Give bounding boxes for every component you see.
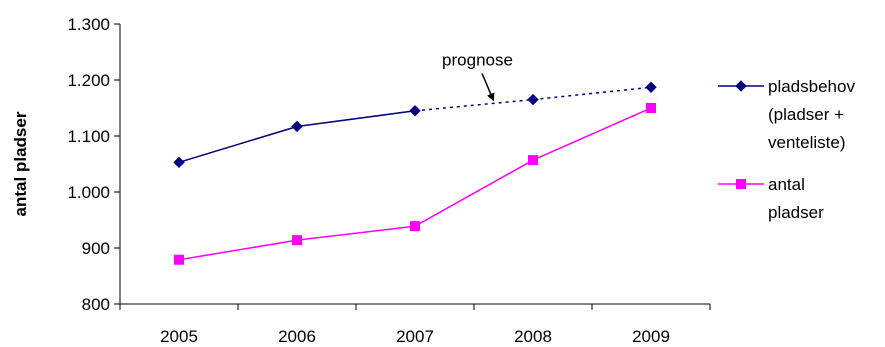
- y-tick-label: 1.000: [67, 183, 110, 202]
- annotation-layer: prognose: [442, 51, 513, 102]
- chart-legend: pladsbehov (pladser + venteliste) antal plad…: [718, 77, 855, 222]
- series-layer: [173, 81, 657, 265]
- series-line: [178, 107, 652, 261]
- series-projection-line: [414, 86, 652, 112]
- x-tick-label: 2008: [514, 327, 552, 346]
- series-line: [178, 110, 416, 164]
- x-tick-label: 2007: [396, 327, 434, 346]
- data-point: [528, 155, 538, 166]
- data-point: [645, 81, 657, 93]
- data-point: [646, 103, 656, 113]
- legend-label: (pladser +: [768, 105, 844, 124]
- legend-marker: [735, 80, 747, 92]
- x-tick-labels: 2005 2006 2007 2008 2009: [160, 327, 670, 346]
- y-tick-label: 1.100: [67, 127, 110, 146]
- y-tick-label: 800: [82, 295, 110, 314]
- y-tick-label: 1.200: [67, 71, 110, 90]
- x-tick-label: 2009: [632, 327, 670, 346]
- legend-label: pladser: [768, 203, 824, 222]
- y-tick-labels: 800 900 1.000 1.100 1.200 1.300: [67, 15, 110, 314]
- legend-label: antal: [768, 175, 805, 194]
- chart-axes: [114, 23, 711, 310]
- y-tick-label: 900: [82, 239, 110, 258]
- y-tick-label: 1.300: [67, 15, 110, 34]
- data-point: [291, 120, 303, 133]
- legend-item-1: pladsbehov (pladser + venteliste): [718, 77, 855, 152]
- data-point: [527, 93, 539, 106]
- annotation-arrow: [481, 73, 495, 102]
- legend-item-2: antal pladser: [718, 175, 824, 222]
- data-point: [409, 105, 421, 117]
- y-axis-title: antal pladser: [11, 111, 30, 216]
- annotation-text: prognose: [442, 51, 513, 70]
- data-point: [292, 235, 302, 246]
- series-2: [174, 103, 656, 265]
- legend-marker: [736, 179, 746, 189]
- x-tick-label: 2006: [278, 327, 316, 346]
- data-point: [174, 254, 184, 265]
- legend-label: pladsbehov: [768, 77, 855, 96]
- x-tick-label: 2005: [160, 327, 198, 346]
- data-point: [410, 221, 420, 232]
- legend-label: venteliste): [768, 133, 845, 152]
- series-1: [173, 81, 657, 169]
- data-point: [173, 156, 185, 169]
